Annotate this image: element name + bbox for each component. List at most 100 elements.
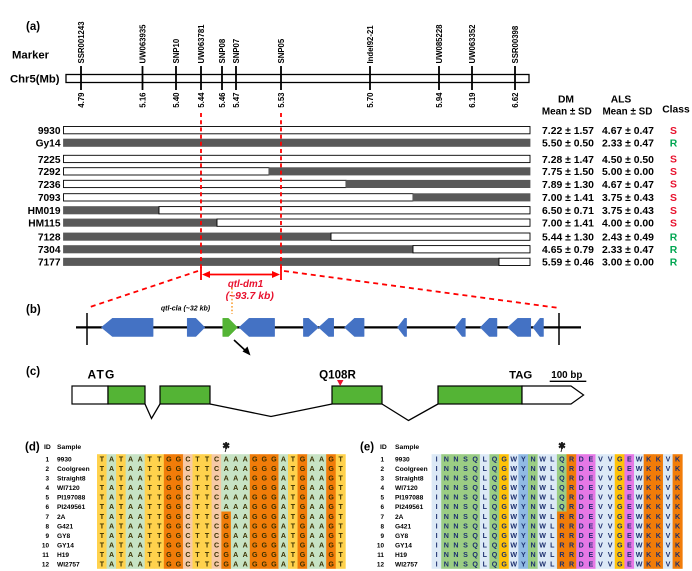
svg-text:R: R	[569, 475, 574, 483]
svg-text:T: T	[119, 455, 124, 463]
svg-text:A: A	[281, 455, 286, 463]
svg-text:R: R	[569, 503, 574, 511]
svg-text:I: I	[436, 513, 438, 521]
svg-text:S: S	[670, 180, 677, 191]
svg-text:R: R	[569, 532, 574, 540]
svg-text:S: S	[463, 551, 468, 559]
svg-text:K: K	[646, 541, 652, 549]
svg-text:K: K	[675, 494, 681, 502]
svg-text:K: K	[675, 551, 681, 559]
svg-text:L: L	[550, 475, 555, 483]
svg-text:D: D	[579, 494, 584, 502]
svg-text:5.53: 5.53	[277, 92, 286, 108]
svg-text:T: T	[119, 522, 124, 530]
svg-text:C: C	[185, 465, 190, 473]
svg-text:G: G	[617, 494, 623, 502]
svg-text:GY14: GY14	[57, 542, 74, 549]
svg-text:ALS: ALS	[611, 94, 632, 105]
svg-text:R: R	[569, 541, 574, 549]
svg-text:(d): (d)	[25, 442, 40, 454]
svg-text:L: L	[550, 551, 555, 559]
svg-text:Q: Q	[492, 532, 498, 540]
svg-text:W: W	[636, 561, 643, 569]
svg-text:G: G	[252, 484, 258, 492]
svg-text:A: A	[319, 532, 324, 540]
svg-text:V: V	[598, 475, 603, 483]
svg-text:C: C	[185, 532, 190, 540]
svg-text:T: T	[205, 522, 210, 530]
svg-text:1: 1	[380, 456, 384, 463]
svg-text:Sample: Sample	[395, 444, 419, 451]
svg-text:W: W	[636, 513, 643, 521]
svg-text:T: T	[157, 503, 162, 511]
svg-text:G: G	[271, 465, 277, 473]
svg-text:G: G	[166, 561, 172, 569]
svg-text:Q: Q	[559, 503, 565, 511]
svg-text:G: G	[271, 541, 277, 549]
svg-text:N: N	[444, 541, 449, 549]
svg-text:A: A	[128, 494, 133, 502]
svg-text:T: T	[195, 494, 200, 502]
svg-text:Q: Q	[472, 494, 478, 502]
svg-text:I: I	[436, 522, 438, 530]
svg-text:T: T	[100, 541, 105, 549]
svg-text:V: V	[608, 484, 613, 492]
svg-text:A: A	[128, 455, 133, 463]
svg-text:L: L	[483, 494, 488, 502]
svg-text:A: A	[109, 561, 114, 569]
svg-text:K: K	[675, 541, 681, 549]
svg-text:Coolgreen: Coolgreen	[395, 466, 428, 473]
svg-text:qtl-dm1: qtl-dm1	[228, 279, 263, 290]
svg-text:A: A	[224, 494, 229, 502]
svg-text:G: G	[328, 494, 334, 502]
svg-text:C: C	[214, 551, 219, 559]
svg-text:(~93.7 kb): (~93.7 kb)	[226, 291, 275, 302]
svg-text:D: D	[579, 475, 584, 483]
svg-text:R: R	[559, 561, 564, 569]
svg-text:V: V	[608, 494, 613, 502]
svg-text:G: G	[271, 551, 277, 559]
svg-text:A: A	[319, 475, 324, 483]
svg-text:6: 6	[380, 504, 384, 511]
svg-text:V: V	[598, 484, 603, 492]
svg-text:V: V	[666, 503, 671, 511]
svg-text:C: C	[185, 522, 190, 530]
svg-text:S: S	[463, 494, 468, 502]
svg-text:V: V	[666, 465, 671, 473]
svg-text:Q: Q	[559, 465, 565, 473]
svg-text:G: G	[328, 561, 334, 569]
svg-text:L: L	[483, 522, 488, 530]
svg-text:A: A	[138, 494, 143, 502]
svg-text:G: G	[617, 484, 623, 492]
svg-text:(e): (e)	[360, 442, 374, 454]
svg-text:T: T	[339, 541, 344, 549]
svg-text:Q: Q	[492, 561, 498, 569]
svg-text:W: W	[636, 532, 643, 540]
svg-text:L: L	[550, 561, 555, 569]
svg-text:6.50 ± 0.71: 6.50 ± 0.71	[542, 206, 594, 217]
svg-text:G: G	[271, 513, 277, 521]
svg-text:S: S	[463, 484, 468, 492]
svg-text:G: G	[271, 455, 277, 463]
svg-text:5.44 ± 1.30: 5.44 ± 1.30	[542, 233, 594, 244]
svg-text:A: A	[310, 465, 315, 473]
svg-text:H19: H19	[395, 552, 407, 559]
svg-text:T: T	[195, 475, 200, 483]
svg-text:A: A	[109, 465, 114, 473]
svg-text:Y: Y	[521, 561, 526, 569]
svg-text:T: T	[339, 484, 344, 492]
svg-text:T: T	[195, 522, 200, 530]
svg-text:A: A	[319, 561, 324, 569]
svg-text:A: A	[281, 503, 286, 511]
svg-text:A: A	[281, 494, 286, 502]
svg-text:C: C	[214, 484, 219, 492]
svg-text:A: A	[233, 494, 238, 502]
svg-text:K: K	[675, 561, 681, 569]
svg-text:V: V	[598, 561, 603, 569]
svg-text:PI249561: PI249561	[57, 504, 86, 511]
svg-text:G: G	[617, 522, 623, 530]
svg-text:R: R	[569, 513, 574, 521]
svg-text:5: 5	[380, 495, 384, 502]
svg-text:L: L	[483, 561, 488, 569]
svg-text:T: T	[205, 551, 210, 559]
